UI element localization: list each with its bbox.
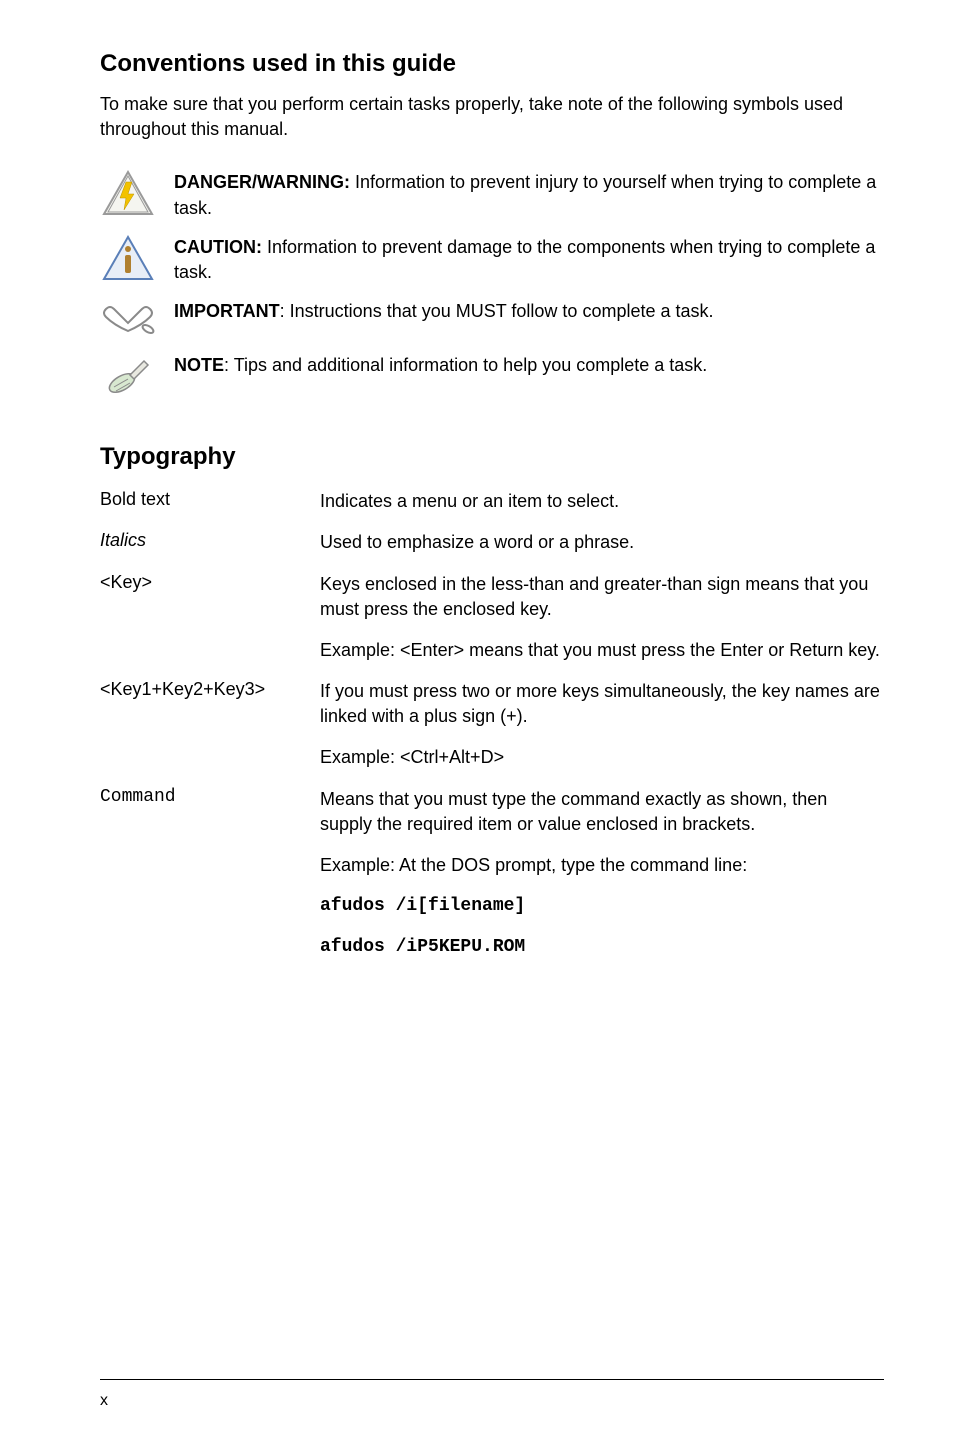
typo-command-desc: Means that you must type the command exa… xyxy=(320,787,884,961)
typo-key-example: Example: <Enter> means that you must pre… xyxy=(320,638,884,663)
typo-keycombo-desc: If you must press two or more keys simul… xyxy=(320,679,884,771)
caution-text: CAUTION: Information to prevent damage t… xyxy=(174,235,884,285)
typo-italics-row: Italics Used to emphasize a word or a ph… xyxy=(100,530,884,555)
caution-row: CAUTION: Information to prevent damage t… xyxy=(100,235,884,285)
note-icon xyxy=(100,353,156,401)
note-row: NOTE: Tips and additional information to… xyxy=(100,353,884,401)
typography-section: Typography Bold text Indicates a menu or… xyxy=(100,443,884,960)
typo-keycombo-label: <Key1+Key2+Key3> xyxy=(100,679,320,700)
typo-key-label: <Key> xyxy=(100,572,320,593)
conventions-section: Conventions used in this guide To make s… xyxy=(100,50,884,401)
note-label: NOTE xyxy=(174,355,224,375)
typo-keycombo-example: Example: <Ctrl+Alt+D> xyxy=(320,745,884,770)
typo-command-desc-text: Means that you must type the command exa… xyxy=(320,787,884,837)
danger-label: DANGER/WARNING: xyxy=(174,172,350,192)
danger-row: DANGER/WARNING: Information to prevent i… xyxy=(100,170,884,220)
typo-command-row: Command Means that you must type the com… xyxy=(100,787,884,961)
typo-key-row: <Key> Keys enclosed in the less-than and… xyxy=(100,572,884,664)
typo-bold-desc: Indicates a menu or an item to select. xyxy=(320,489,884,514)
typo-keycombo-desc-text: If you must press two or more keys simul… xyxy=(320,679,884,729)
note-text: NOTE: Tips and additional information to… xyxy=(174,353,884,378)
important-text: IMPORTANT: Instructions that you MUST fo… xyxy=(174,299,884,324)
danger-text: DANGER/WARNING: Information to prevent i… xyxy=(174,170,884,220)
caution-body: Information to prevent damage to the com… xyxy=(174,237,875,282)
typography-title: Typography xyxy=(100,443,884,471)
typo-command-example: Example: At the DOS prompt, type the com… xyxy=(320,853,884,878)
typo-italics-label: Italics xyxy=(100,530,320,551)
important-icon xyxy=(100,299,156,339)
important-row: IMPORTANT: Instructions that you MUST fo… xyxy=(100,299,884,339)
important-label: IMPORTANT xyxy=(174,301,280,321)
typo-keycombo-row: <Key1+Key2+Key3> If you must press two o… xyxy=(100,679,884,771)
danger-icon xyxy=(100,170,156,216)
note-body: : Tips and additional information to hel… xyxy=(224,355,707,375)
typo-command-label: Command xyxy=(100,787,320,807)
conventions-intro: To make sure that you perform certain ta… xyxy=(100,92,884,142)
typo-command-code2: afudos /iP5KEPU.ROM xyxy=(320,935,884,960)
typo-bold-label: Bold text xyxy=(100,489,320,510)
important-body: : Instructions that you MUST follow to c… xyxy=(280,301,714,321)
page-number: x xyxy=(100,1392,108,1410)
caution-label: CAUTION: xyxy=(174,237,262,257)
typo-command-code1: afudos /i[filename] xyxy=(320,894,884,919)
footer-rule xyxy=(100,1379,884,1380)
typo-bold-row: Bold text Indicates a menu or an item to… xyxy=(100,489,884,514)
caution-icon xyxy=(100,235,156,281)
typo-key-desc-text: Keys enclosed in the less-than and great… xyxy=(320,572,884,622)
typo-italics-desc: Used to emphasize a word or a phrase. xyxy=(320,530,884,555)
typo-key-desc: Keys enclosed in the less-than and great… xyxy=(320,572,884,664)
conventions-title: Conventions used in this guide xyxy=(100,50,884,78)
